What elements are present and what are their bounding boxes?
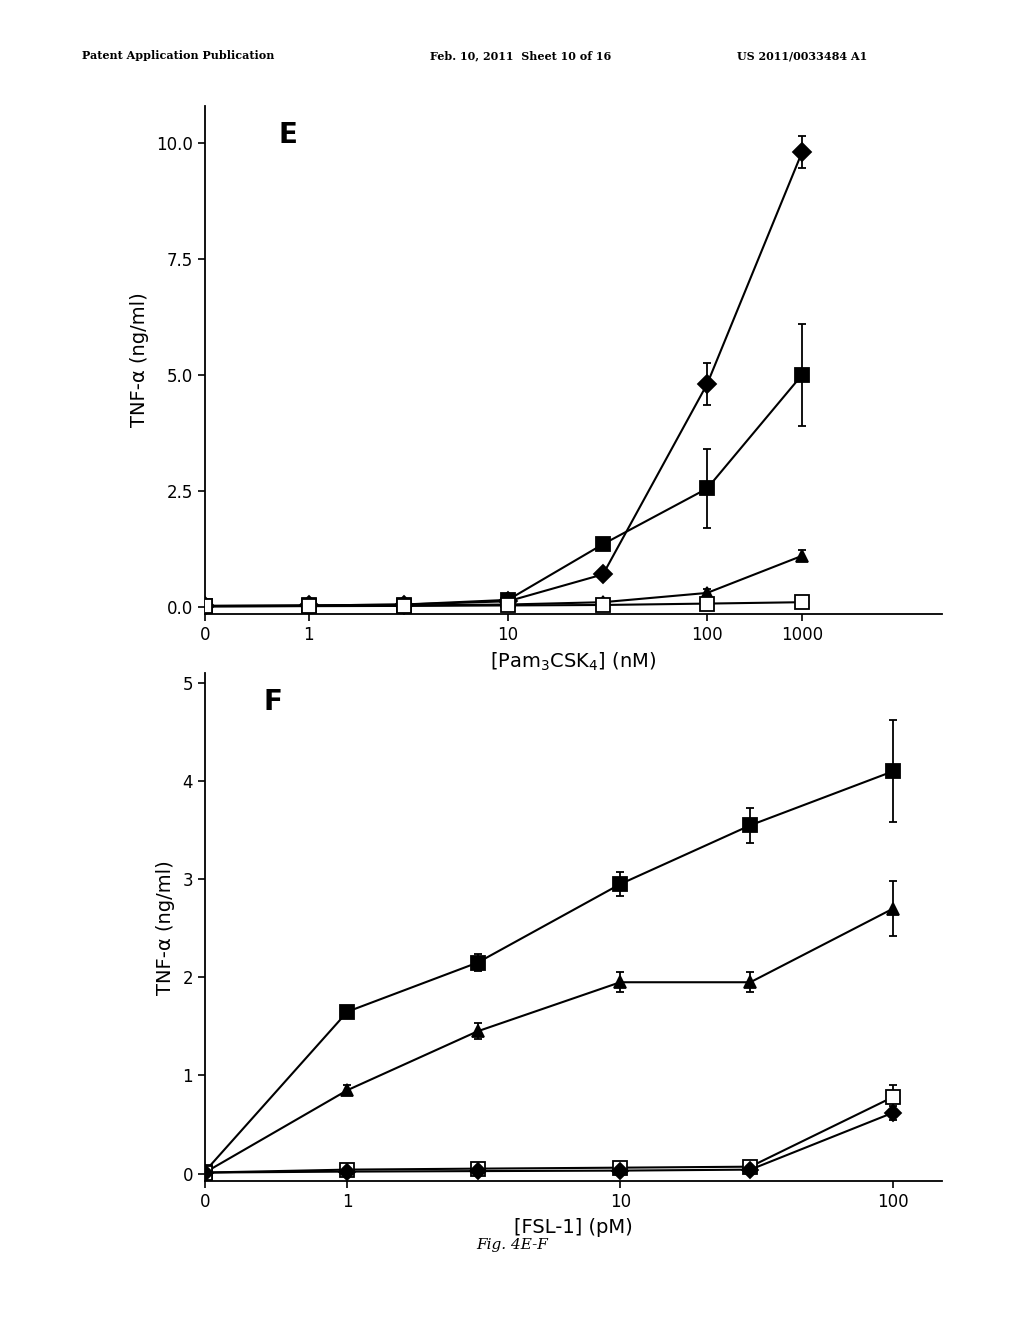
Text: Feb. 10, 2011  Sheet 10 of 16: Feb. 10, 2011 Sheet 10 of 16: [430, 50, 611, 61]
X-axis label: [Pam$_3$CSK$_4$] (nM): [Pam$_3$CSK$_4$] (nM): [490, 651, 656, 673]
Text: F: F: [264, 689, 283, 717]
Text: US 2011/0033484 A1: US 2011/0033484 A1: [737, 50, 867, 61]
Text: E: E: [279, 121, 297, 149]
X-axis label: [FSL-1] (pM): [FSL-1] (pM): [514, 1218, 633, 1237]
Text: Fig. 4E-F: Fig. 4E-F: [476, 1238, 548, 1253]
Y-axis label: TNF-α (ng/ml): TNF-α (ng/ml): [157, 859, 175, 995]
Y-axis label: TNF-α (ng/ml): TNF-α (ng/ml): [130, 292, 150, 428]
Text: Patent Application Publication: Patent Application Publication: [82, 50, 274, 61]
